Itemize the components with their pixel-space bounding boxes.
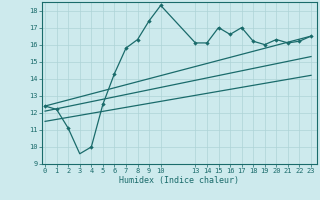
- Point: [124, 46, 129, 50]
- Point: [285, 41, 291, 45]
- Point: [239, 26, 244, 29]
- Point: [135, 38, 140, 41]
- X-axis label: Humidex (Indice chaleur): Humidex (Indice chaleur): [119, 176, 239, 185]
- Point: [147, 19, 152, 22]
- Point: [204, 41, 210, 45]
- Point: [112, 72, 117, 75]
- Point: [308, 35, 314, 38]
- Point: [43, 104, 48, 108]
- Point: [216, 26, 221, 29]
- Point: [54, 108, 59, 111]
- Point: [100, 103, 106, 106]
- Point: [89, 145, 94, 149]
- Point: [66, 127, 71, 130]
- Point: [251, 40, 256, 43]
- Point: [193, 41, 198, 45]
- Point: [262, 43, 267, 46]
- Point: [158, 4, 163, 7]
- Point: [274, 38, 279, 41]
- Point: [297, 40, 302, 43]
- Point: [228, 33, 233, 36]
